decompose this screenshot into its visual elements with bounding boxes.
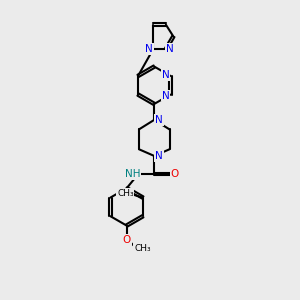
Text: N: N [162, 91, 169, 101]
Text: O: O [122, 235, 131, 245]
Text: N: N [146, 44, 153, 54]
Text: N: N [162, 70, 169, 80]
Text: N: N [166, 44, 174, 54]
Text: CH₃: CH₃ [134, 244, 151, 253]
Text: NH: NH [124, 169, 140, 179]
Text: N: N [155, 151, 163, 161]
Text: CH₃: CH₃ [117, 189, 134, 198]
Text: O: O [171, 169, 179, 179]
Text: N: N [155, 115, 163, 125]
